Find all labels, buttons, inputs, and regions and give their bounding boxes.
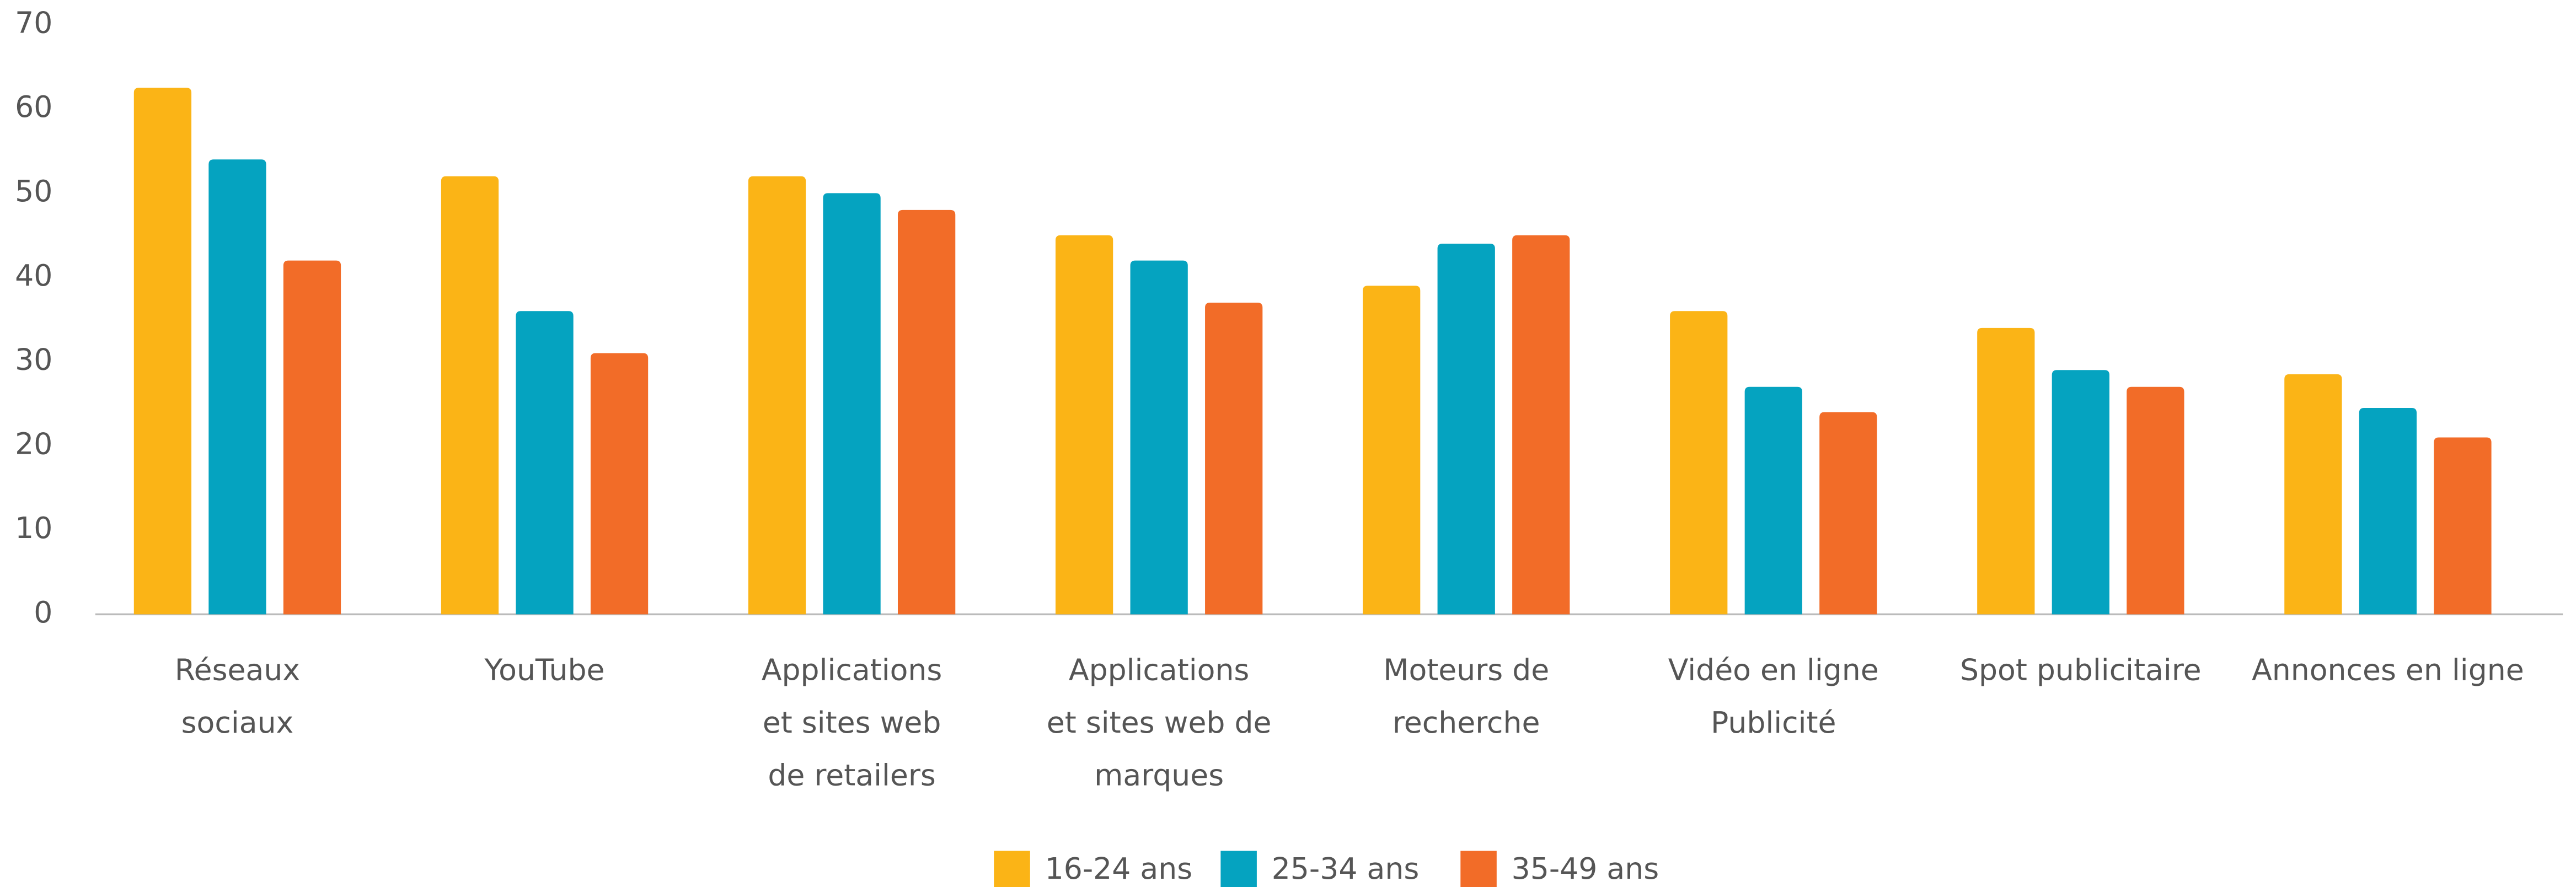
legend-swatch [1460, 851, 1497, 887]
x-tick-label: Réseaux sociaux [175, 652, 300, 739]
bar [2127, 386, 2184, 615]
bar [897, 209, 956, 615]
bar [1363, 286, 1421, 615]
bar [516, 311, 574, 615]
x-tick-label-line: Spot publicitaire [1960, 652, 2202, 687]
x-tick-label-line: Réseaux [175, 652, 300, 687]
x-tick-label-line: Applications [1069, 652, 1249, 687]
bar [2359, 407, 2417, 615]
x-tick-label-line: de retailers [768, 757, 935, 792]
x-tick-label-line: marques [1094, 757, 1224, 792]
x-tick-label-line: Vidéo en ligne [1668, 652, 1879, 687]
x-tick-label-line: et sites web [763, 705, 941, 740]
x-tick-label-line: YouTube [484, 652, 605, 687]
bar [1055, 235, 1113, 615]
bar [2434, 437, 2492, 615]
x-tick-label-line: et sites web de [1047, 705, 1272, 740]
bar [823, 193, 881, 615]
bar [2284, 374, 2342, 615]
y-tick-label: 40 [15, 258, 52, 293]
x-tick-label-line: sociaux [181, 705, 294, 740]
bar [2052, 370, 2109, 615]
bar [1977, 327, 2035, 615]
y-tick-label: 20 [15, 426, 52, 461]
bar [283, 260, 341, 615]
y-tick-label: 50 [15, 174, 52, 208]
y-tick-label: 60 [15, 89, 52, 124]
x-tick-label-line: Moteurs de [1383, 652, 1549, 687]
y-tick-label: 0 [34, 595, 52, 630]
x-tick-label: Annonces en ligne [2252, 652, 2524, 687]
bar [1744, 386, 1802, 615]
x-tick-label-line: Applications [762, 652, 942, 687]
bar [590, 353, 649, 615]
legend-swatch [1220, 851, 1257, 887]
bar [133, 88, 192, 615]
x-tick-label: Applications et sites web de marques [1047, 652, 1272, 792]
x-tick-label: YouTube [484, 652, 605, 687]
bar [1512, 235, 1570, 615]
legend-label: 35-49 ans [1512, 851, 1659, 886]
bar [1670, 311, 1728, 615]
bar [208, 159, 266, 615]
x-tick-label: Moteurs de recherche [1383, 652, 1549, 739]
bar [748, 176, 806, 615]
bar [1819, 412, 1877, 615]
bar [1205, 302, 1263, 615]
legend-label: 25-34 ans [1272, 851, 1420, 886]
y-tick-label: 30 [15, 342, 52, 377]
y-tick-label: 10 [15, 510, 52, 545]
bar [1130, 260, 1188, 615]
legend-label: 16-24 ans [1045, 851, 1193, 886]
x-tick-label-line: recherche [1393, 705, 1540, 740]
x-tick-label-line: Publicité [1711, 705, 1836, 740]
x-tick-label: Vidéo en ligne Publicité [1668, 652, 1879, 739]
y-tick-label: 70 [15, 5, 52, 40]
legend-swatch [994, 851, 1030, 887]
x-tick-label: Applications et sites web de retailers [762, 652, 942, 792]
x-tick-label: Spot publicitaire [1960, 652, 2202, 687]
x-tick-label-line: Annonces en ligne [2252, 652, 2524, 687]
bar [1437, 244, 1495, 615]
bar [441, 176, 499, 615]
